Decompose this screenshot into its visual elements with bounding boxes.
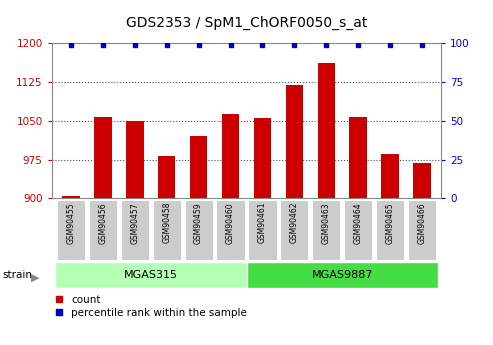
Text: GSM90457: GSM90457 (130, 202, 139, 244)
Bar (89, 200, 117, 260)
Bar (55, 262, 246, 288)
Bar (281, 200, 309, 260)
Bar (344, 200, 372, 260)
Text: GSM90455: GSM90455 (67, 202, 75, 244)
Text: GSM90456: GSM90456 (98, 202, 107, 244)
Bar (216, 200, 245, 260)
Bar (94, 117, 111, 198)
Bar (126, 121, 143, 198)
Bar (312, 200, 340, 260)
Bar (121, 200, 149, 260)
Bar (408, 200, 436, 260)
Text: GSM90466: GSM90466 (418, 202, 426, 244)
Bar (376, 200, 404, 260)
Text: GDS2353 / SpM1_ChORF0050_s_at: GDS2353 / SpM1_ChORF0050_s_at (126, 16, 367, 30)
Text: GSM90465: GSM90465 (386, 202, 395, 244)
Bar (190, 136, 208, 198)
Text: MGAS9887: MGAS9887 (312, 270, 373, 280)
Bar (62, 196, 80, 198)
Bar (382, 154, 399, 198)
Text: GSM90464: GSM90464 (354, 202, 363, 244)
Bar (254, 118, 271, 198)
Bar (153, 200, 181, 260)
Text: MGAS315: MGAS315 (124, 270, 178, 280)
Bar (317, 63, 335, 198)
Bar (158, 156, 176, 198)
Bar (413, 163, 431, 198)
Text: GSM90462: GSM90462 (290, 202, 299, 244)
Text: GSM90458: GSM90458 (162, 202, 171, 244)
Text: GSM90459: GSM90459 (194, 202, 203, 244)
Bar (246, 262, 438, 288)
Legend: count, percentile rank within the sample: count, percentile rank within the sample (55, 295, 247, 318)
Text: GSM90463: GSM90463 (322, 202, 331, 244)
Text: GSM90461: GSM90461 (258, 202, 267, 244)
Text: GSM90460: GSM90460 (226, 202, 235, 244)
Text: ▶: ▶ (31, 273, 39, 283)
Bar (184, 200, 212, 260)
Bar (57, 200, 85, 260)
Bar (248, 200, 277, 260)
Bar (222, 114, 239, 198)
Bar (350, 117, 367, 198)
Bar (285, 85, 303, 198)
Text: strain: strain (2, 270, 33, 280)
